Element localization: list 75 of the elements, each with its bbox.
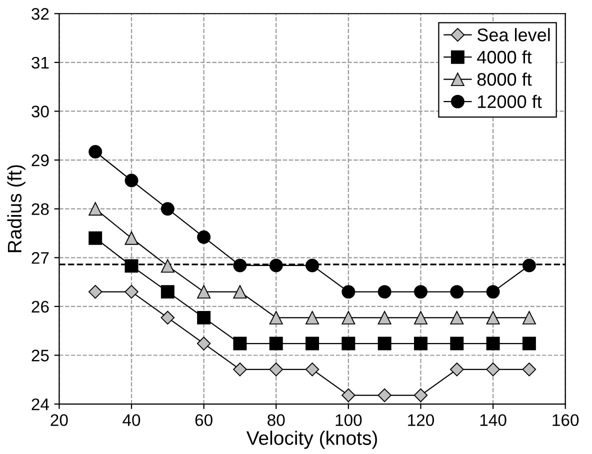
legend-label: 4000 ft: [477, 50, 532, 64]
x-tick-label: 100: [336, 414, 362, 426]
y-tick-label: 28: [32, 203, 49, 216]
point: [233, 362, 247, 376]
point: [306, 258, 320, 272]
point: [450, 310, 464, 324]
point: [233, 258, 247, 272]
point: [306, 310, 320, 324]
point: [197, 230, 211, 244]
x-tick-label: 160: [552, 414, 579, 426]
point: [233, 285, 247, 299]
x-tick-label: 60: [195, 414, 212, 426]
point: [197, 310, 211, 324]
y-axis-title: Radius (ft): [7, 165, 26, 252]
point: [486, 310, 500, 324]
x-tick-label: 40: [122, 414, 140, 426]
point: [450, 285, 464, 299]
point: [305, 362, 320, 376]
y-tick-label: 25: [32, 350, 49, 362]
point: [342, 310, 356, 324]
point: [269, 310, 283, 324]
point: [196, 336, 211, 350]
y-tick-label: 30: [32, 106, 49, 118]
legend-label: Sea level: [477, 28, 550, 42]
point: [342, 336, 356, 350]
point: [486, 336, 500, 350]
point: [88, 145, 102, 158]
point: [378, 336, 392, 350]
legend-label: 8000 ft: [477, 72, 532, 86]
y-tick-label: 26: [32, 300, 49, 313]
point: [522, 258, 536, 272]
y-tick-label: 27: [32, 252, 49, 264]
point: [450, 362, 464, 376]
point: [414, 388, 428, 402]
point: [378, 310, 392, 324]
point: [378, 388, 392, 402]
y-tick-label: 32: [32, 8, 49, 20]
point: [160, 285, 174, 299]
point: [522, 310, 536, 324]
legend-label: 12000 ft: [478, 94, 542, 108]
point: [414, 285, 428, 299]
point: [269, 336, 283, 350]
point: [88, 202, 102, 216]
point: [342, 388, 356, 402]
point: [124, 174, 138, 188]
x-tick-label: 120: [408, 414, 434, 426]
y-tick-label: 29: [32, 154, 49, 166]
point: [486, 362, 500, 376]
point: [160, 202, 174, 216]
point: [522, 336, 536, 350]
y-tick-label: 31: [32, 56, 49, 69]
point: [269, 258, 283, 272]
point: [124, 259, 138, 273]
point: [160, 259, 174, 273]
point: [414, 310, 428, 324]
point: [269, 362, 283, 376]
x-axis-title: Velocity (knots): [246, 430, 377, 449]
x-tick-label: 20: [50, 414, 68, 426]
point: [486, 285, 500, 299]
point: [306, 336, 320, 350]
point: [450, 336, 464, 350]
point: [342, 285, 356, 299]
point: [160, 310, 175, 325]
point: [88, 231, 102, 245]
point: [124, 284, 138, 299]
y-tick-label: 24: [32, 398, 49, 410]
x-tick-label: 140: [480, 414, 506, 426]
point: [88, 284, 102, 299]
point: [522, 362, 536, 376]
point: [233, 336, 247, 350]
point: [378, 285, 392, 299]
x-tick-label: 80: [268, 414, 285, 426]
point: [124, 231, 138, 245]
point: [414, 336, 428, 350]
point: [197, 285, 211, 299]
